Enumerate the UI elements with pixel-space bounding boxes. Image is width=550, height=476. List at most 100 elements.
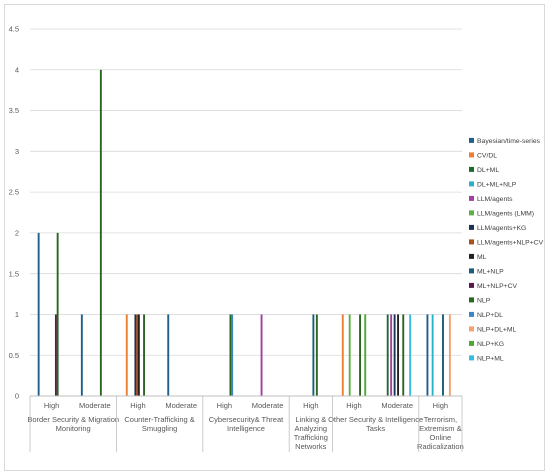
legend-swatch xyxy=(469,152,474,158)
y-tick-label: 4.5 xyxy=(9,25,19,34)
bar xyxy=(54,314,57,396)
bar xyxy=(386,314,389,396)
x-group-label: Networks xyxy=(295,442,327,451)
y-tick-label: 4 xyxy=(15,65,19,74)
legend-swatch xyxy=(469,311,474,317)
legend-label: DL+ML+NLP xyxy=(477,181,517,188)
legend-swatch xyxy=(469,239,474,245)
legend-label: Bayesian/time-series xyxy=(477,138,541,145)
legend-swatch xyxy=(469,195,474,201)
bar xyxy=(315,314,318,396)
bar xyxy=(229,314,232,396)
legend-label: NLP+ML xyxy=(477,355,504,362)
x-tick-label: Moderate xyxy=(252,401,284,410)
bar xyxy=(99,69,102,397)
y-tick-label: 0.5 xyxy=(9,351,19,360)
bar xyxy=(56,232,59,396)
x-group-label: Trafficking xyxy=(294,433,328,442)
x-tick-label: Moderate xyxy=(165,401,197,410)
legend-swatch xyxy=(469,166,474,172)
bar xyxy=(393,314,396,396)
bar xyxy=(134,314,137,396)
legend-label: NLP+DL+ML xyxy=(477,326,517,333)
x-tick-label: High xyxy=(303,401,318,410)
legend-label: CV/DL xyxy=(477,152,497,159)
legend-label: LLM/agents (LMM) xyxy=(477,210,534,217)
bar xyxy=(167,314,170,396)
x-group-label: Cybersecurity& Threat xyxy=(209,415,284,424)
bar xyxy=(426,314,429,396)
legend-swatch xyxy=(469,137,474,143)
x-group-label: Monitoring xyxy=(56,424,91,433)
x-tick-label: High xyxy=(130,401,145,410)
bar xyxy=(137,314,140,396)
x-tick-label: High xyxy=(217,401,232,410)
bar xyxy=(80,314,83,396)
x-group-label: Analyzing xyxy=(295,424,328,433)
legend-label: ML xyxy=(477,254,487,261)
bar xyxy=(402,314,405,396)
y-tick-label: 1.5 xyxy=(9,269,19,278)
legend-label: ML+NLP+CV xyxy=(477,283,518,290)
bar xyxy=(37,232,40,396)
bar xyxy=(136,314,139,396)
bar xyxy=(231,314,234,396)
legend-label: NLP xyxy=(477,297,491,304)
legend-swatch xyxy=(469,297,474,303)
x-group-label: Other Security & Intelligence xyxy=(328,415,423,424)
y-tick-label: 3.5 xyxy=(9,106,19,115)
x-group-label: Radicalization xyxy=(417,442,464,451)
legend-swatch xyxy=(469,224,474,230)
legend-swatch xyxy=(469,282,474,288)
y-tick-label: 0 xyxy=(15,392,19,401)
bar xyxy=(409,314,412,396)
x-tick-label: Moderate xyxy=(381,401,413,410)
legend-label: LLM/agents xyxy=(477,196,513,203)
y-tick-label: 1 xyxy=(15,310,19,319)
legend-swatch xyxy=(469,210,474,216)
y-tick-label: 2 xyxy=(15,228,19,237)
legend-label: NLP+KG xyxy=(477,341,504,348)
x-tick-label: High xyxy=(433,401,448,410)
legend-swatch xyxy=(469,326,474,332)
legend-swatch xyxy=(469,181,474,187)
y-tick-label: 2.5 xyxy=(9,188,19,197)
bar xyxy=(143,314,145,396)
legend-label: LLM/agents+NLP+CV xyxy=(477,239,544,246)
bars xyxy=(37,69,451,397)
chart-frame xyxy=(4,4,545,471)
legend-swatch xyxy=(469,253,474,259)
legend-swatch xyxy=(469,340,474,346)
bar xyxy=(312,314,315,396)
bar xyxy=(397,314,400,396)
legend-label: NLP+DL xyxy=(477,312,503,319)
x-group-label: Terrorism, xyxy=(424,415,457,424)
x-group-label: Counter-Trafficking & xyxy=(124,415,194,424)
x-tick-label: High xyxy=(346,401,361,410)
bar xyxy=(442,314,444,396)
bar xyxy=(359,314,361,396)
bar xyxy=(364,314,367,396)
bar xyxy=(260,314,263,396)
x-group-label: Intelligence xyxy=(227,424,265,433)
x-group-label: Online xyxy=(430,433,452,442)
legend-swatch xyxy=(469,268,474,274)
legend-label: ML+NLP xyxy=(477,268,504,275)
x-group-label: Extremism & xyxy=(419,424,462,433)
bar xyxy=(341,314,344,396)
x-group-label: Tasks xyxy=(366,424,385,433)
bar xyxy=(431,314,434,396)
y-tick-label: 3 xyxy=(15,147,19,156)
bar xyxy=(348,314,351,396)
x-group-label: Linking & xyxy=(295,415,326,424)
x-tick-label: Moderate xyxy=(79,401,111,410)
x-tick-label: High xyxy=(44,401,59,410)
y-axis-ticks: 0 0.5 1 1.5 2 2.5 3 3.5 4 4.5 xyxy=(9,25,19,401)
bar xyxy=(448,314,451,396)
legend-label: LLM/agents+KG xyxy=(477,225,526,232)
x-group-label: Smuggling xyxy=(142,424,177,433)
x-group-label: Border Security & Migration xyxy=(27,415,119,424)
bar xyxy=(390,314,393,396)
